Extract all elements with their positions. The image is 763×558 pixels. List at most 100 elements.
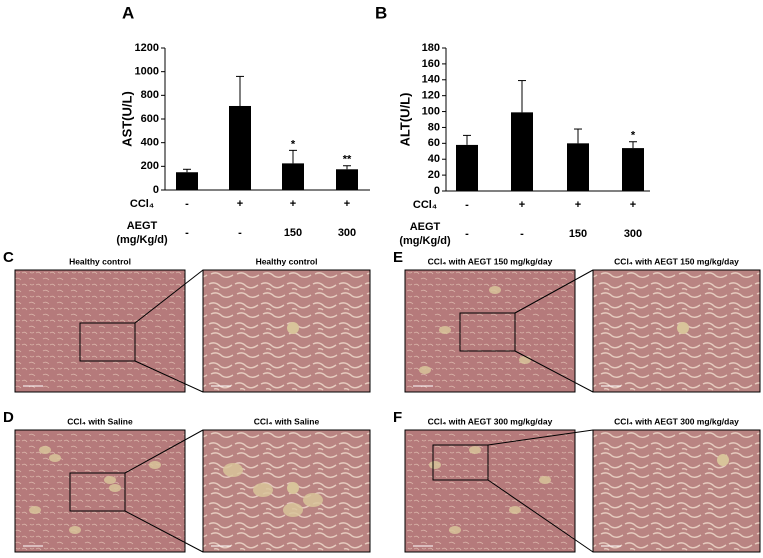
lesion [469, 446, 481, 454]
row-value: 300 [624, 228, 642, 240]
row-value: + [575, 199, 581, 211]
y-tick-label: 1200 [135, 42, 159, 54]
lesion [149, 461, 161, 469]
y-tick-label: 200 [141, 160, 159, 172]
y-tick-label: 600 [141, 113, 159, 125]
image-title: Healthy control [69, 256, 131, 266]
connector [134, 360, 204, 393]
lesion [29, 506, 41, 514]
image-title: CCl₄ with AEGT 150 mg/kg/day [428, 256, 553, 266]
lesion [69, 526, 81, 534]
lesion [49, 454, 61, 462]
bar [176, 172, 198, 190]
connector [487, 479, 594, 553]
row-value: 300 [338, 227, 356, 239]
lesion [303, 493, 323, 507]
y-tick-label: 800 [141, 89, 159, 101]
row-value: + [290, 198, 296, 210]
y-tick-label: 0 [434, 185, 440, 197]
row-label: CCl₄ [130, 198, 154, 210]
lesion [109, 484, 121, 492]
panel-label: C [3, 249, 14, 266]
panel-label: E [393, 249, 403, 266]
panel-label: A [122, 3, 134, 22]
y-tick-label: 100 [422, 105, 440, 117]
histology-image [404, 429, 576, 553]
row-value: - [520, 228, 524, 240]
panel-label: F [393, 409, 402, 426]
significance: * [291, 138, 296, 150]
y-tick-label: 40 [428, 153, 440, 165]
panel-label: D [3, 409, 14, 426]
lesion [539, 476, 551, 484]
bar [229, 105, 251, 190]
y-tick-label: 400 [141, 137, 159, 149]
inset-box [69, 472, 126, 512]
y-tick-label: 1000 [135, 66, 159, 78]
y-tick-label: 180 [422, 42, 440, 54]
connector [514, 350, 594, 393]
row-value: + [344, 198, 350, 210]
image-title: CCl₄ with AEGT 300 mg/kg/day [428, 416, 553, 426]
y-tick-label: 140 [422, 74, 440, 86]
connector [487, 429, 594, 446]
row-label: (mg/Kg/d) [116, 234, 168, 246]
significance: ** [343, 154, 352, 166]
bar [511, 112, 533, 191]
central-vein [717, 454, 729, 466]
row-value: 150 [284, 227, 302, 239]
bar [567, 143, 589, 191]
connector [134, 269, 204, 324]
connector [124, 429, 204, 474]
image-title: CCl₄ with AEGT 300 mg/kg/day [614, 416, 739, 426]
zoom-image [202, 429, 371, 553]
row-label: CCl₄ [413, 199, 437, 211]
central-vein [287, 322, 299, 334]
lesion [419, 366, 431, 374]
bar [336, 169, 358, 190]
y-tick-label: 160 [422, 58, 440, 70]
row-label: AEGT [410, 221, 441, 233]
image-title: Healthy control [256, 256, 318, 266]
zoom-image [592, 269, 761, 393]
row-value: - [465, 228, 469, 240]
row-value: - [465, 199, 469, 211]
y-tick-label: 80 [428, 121, 440, 133]
y-tick-label: 20 [428, 169, 440, 181]
lesion [449, 526, 461, 534]
lesion [429, 461, 441, 469]
row-value: + [519, 199, 525, 211]
bar [456, 144, 478, 191]
zoom-image [592, 429, 761, 553]
lesion [519, 356, 531, 364]
image-title: CCl₄ with Saline [254, 416, 320, 426]
row-value: - [185, 198, 189, 210]
image-title: CCl₄ with Saline [67, 416, 133, 426]
lesion [223, 463, 243, 477]
lesion [39, 446, 51, 454]
significance: * [631, 130, 636, 142]
lesion [439, 326, 451, 334]
inset-box [432, 444, 489, 481]
y-tick-label: 120 [422, 90, 440, 102]
row-label: (mg/Kg/d) [399, 235, 451, 247]
lesion [509, 506, 521, 514]
bar [622, 148, 644, 191]
lesion [253, 483, 273, 497]
central-vein [677, 322, 689, 334]
row-value: + [237, 198, 243, 210]
inset-box [459, 312, 516, 352]
y-tick-label: 0 [153, 184, 159, 196]
row-value: + [630, 199, 636, 211]
row-value: - [238, 227, 242, 239]
central-vein [287, 482, 299, 494]
bar [282, 163, 304, 190]
inset-box [79, 322, 136, 362]
row-value: 150 [569, 228, 587, 240]
row-value: - [185, 227, 189, 239]
connector [124, 510, 204, 553]
row-label: AEGT [127, 220, 158, 232]
lesion [489, 286, 501, 294]
histology-image [14, 269, 186, 393]
